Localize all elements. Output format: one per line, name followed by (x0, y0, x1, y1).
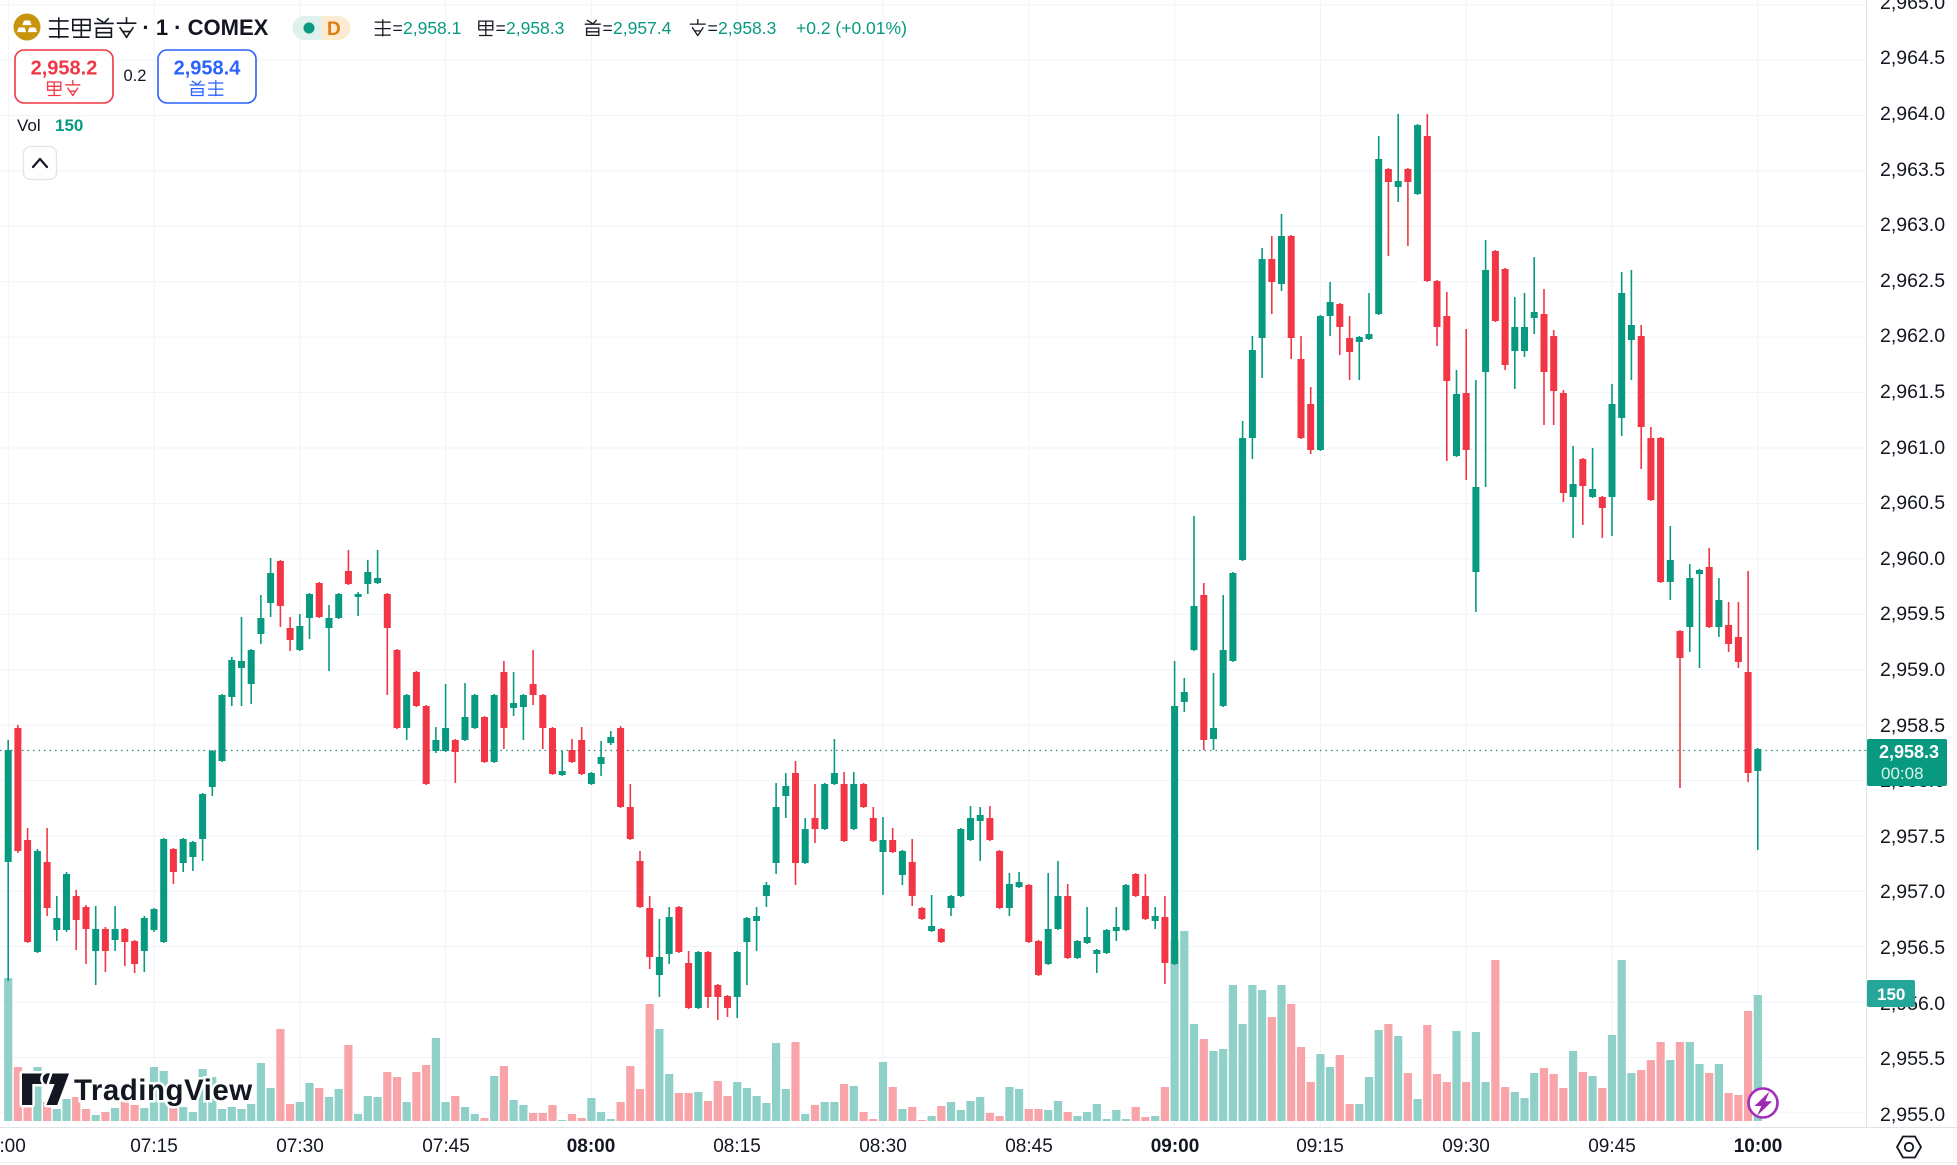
svg-text:08:15: 08:15 (713, 1136, 761, 1157)
svg-text:09:30: 09:30 (1442, 1136, 1490, 1157)
svg-text:2,965.0: 2,965.0 (1880, 0, 1945, 14)
svg-text:150: 150 (55, 116, 83, 135)
svg-text:2,960.5: 2,960.5 (1880, 492, 1945, 514)
svg-text:=: = (393, 18, 403, 38)
svg-text:2,958.4: 2,958.4 (174, 58, 242, 80)
svg-text:09:15: 09:15 (1296, 1136, 1344, 1157)
svg-text:2,958.3: 2,958.3 (1879, 742, 1939, 762)
svg-text:2,964.5: 2,964.5 (1880, 47, 1945, 69)
svg-text:08:30: 08:30 (859, 1136, 907, 1157)
svg-text:2,962.0: 2,962.0 (1880, 325, 1945, 347)
svg-text:2,961.0: 2,961.0 (1880, 437, 1945, 459)
svg-text:2,957.0: 2,957.0 (1880, 881, 1945, 903)
svg-text:2,958.1: 2,958.1 (403, 18, 461, 38)
svg-text:=: = (496, 18, 506, 38)
svg-text:2,959.5: 2,959.5 (1880, 603, 1945, 625)
svg-text:2,955.5: 2,955.5 (1880, 1048, 1945, 1070)
svg-text:2,958.2: 2,958.2 (31, 58, 98, 80)
svg-text:2,959.0: 2,959.0 (1880, 659, 1945, 681)
svg-text:2,964.0: 2,964.0 (1880, 103, 1945, 125)
svg-text:2,957.5: 2,957.5 (1880, 826, 1945, 848)
svg-text:· 1 · COMEX: · 1 · COMEX (142, 15, 268, 40)
svg-text:2,956.5: 2,956.5 (1880, 937, 1945, 959)
svg-text:D: D (327, 19, 341, 40)
svg-text:07:45: 07:45 (422, 1136, 470, 1157)
svg-text:2,958.5: 2,958.5 (1880, 715, 1945, 737)
svg-text:08:45: 08:45 (1005, 1136, 1053, 1157)
svg-text:2,963.0: 2,963.0 (1880, 214, 1945, 236)
svg-text:07:15: 07:15 (130, 1136, 178, 1157)
svg-text:2,960.0: 2,960.0 (1880, 548, 1945, 570)
svg-text:TradingView: TradingView (74, 1074, 253, 1107)
svg-text:07:30: 07:30 (276, 1136, 324, 1157)
svg-text:09:45: 09:45 (1588, 1136, 1636, 1157)
svg-text:08:00: 08:00 (567, 1136, 616, 1157)
svg-text:=: = (708, 18, 718, 38)
svg-text:09:00: 09:00 (1151, 1136, 1200, 1157)
svg-text:150: 150 (1877, 985, 1905, 1004)
svg-text:00:08: 00:08 (1881, 764, 1924, 783)
svg-text:2,961.5: 2,961.5 (1880, 381, 1945, 403)
svg-text:2,957.4: 2,957.4 (613, 18, 672, 38)
svg-text:+0.2 (+0.01%): +0.2 (+0.01%) (796, 18, 907, 38)
svg-text:2,963.5: 2,963.5 (1880, 159, 1945, 181)
svg-text:2,958.3: 2,958.3 (718, 18, 776, 38)
svg-text:07:00: 07:00 (0, 1136, 26, 1157)
svg-text:2,962.5: 2,962.5 (1880, 270, 1945, 292)
svg-text:2,955.0: 2,955.0 (1880, 1104, 1945, 1126)
svg-text:0.2: 0.2 (124, 67, 147, 85)
svg-text:2,958.3: 2,958.3 (506, 18, 564, 38)
svg-text:=: = (603, 18, 613, 38)
svg-text:Vol: Vol (17, 116, 41, 135)
svg-text:10:00: 10:00 (1734, 1136, 1783, 1157)
